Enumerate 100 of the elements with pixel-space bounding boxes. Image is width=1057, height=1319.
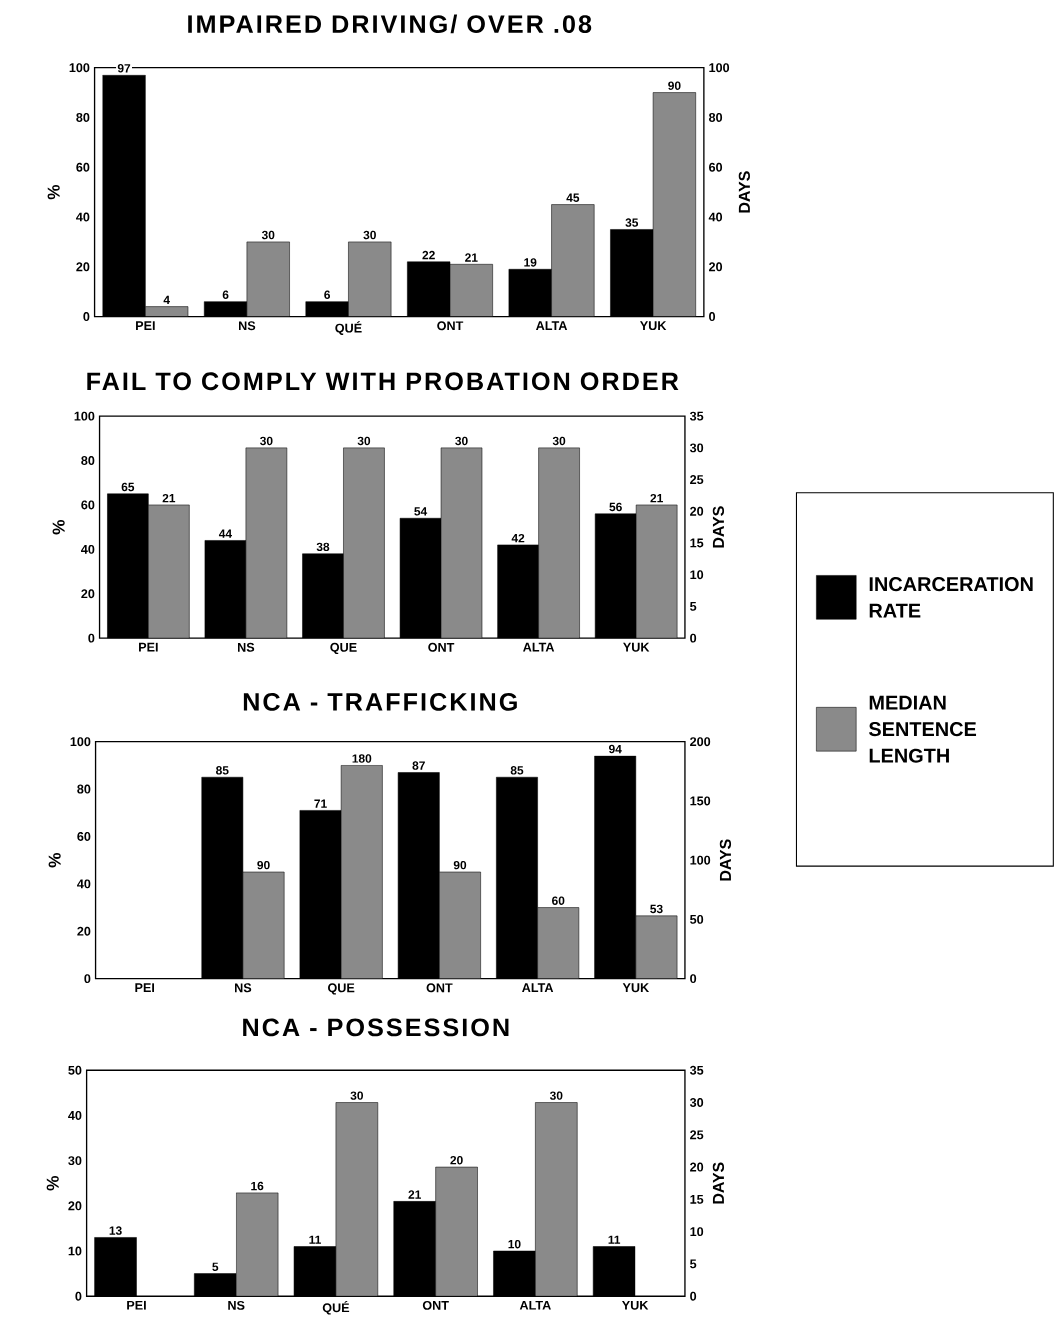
x-tick-label: QUÉ [335, 321, 362, 335]
y-tick-label: 80 [77, 784, 91, 794]
y2-tick-label: 20 [689, 1162, 703, 1172]
y2-tick-label: 0 [690, 974, 696, 984]
y-tick-label: 60 [76, 162, 90, 172]
y2-tick-label: 20 [708, 262, 722, 272]
data-label: 10 [508, 1239, 521, 1249]
data-label: 45 [566, 193, 580, 202]
y-axis-title: % [46, 1176, 59, 1191]
x-tick-label: QUE [330, 642, 357, 655]
data-label: 5 [212, 1262, 219, 1271]
x-tick-label: ALTA [519, 1300, 551, 1310]
data-label: 30 [455, 436, 468, 446]
y-tick-label: 100 [70, 737, 91, 747]
y2-tick-label: 60 [708, 162, 722, 172]
y-tick-label: 0 [75, 1291, 82, 1301]
data-label: 180 [352, 754, 372, 763]
y-tick-label: 20 [81, 589, 95, 599]
y2-tick-label: 150 [690, 796, 711, 806]
data-label: 13 [109, 1226, 122, 1235]
data-label: 56 [609, 502, 622, 512]
x-tick-label: ONT [428, 642, 455, 652]
y-tick-label: 20 [68, 1201, 82, 1211]
x-tick-label: PEI [138, 642, 158, 652]
data-label: 30 [259, 436, 273, 446]
data-label: 6 [324, 290, 330, 299]
legend-label: MEDIAN SENTENCE LENGTH [868, 695, 976, 763]
y2-tick-label: 15 [690, 1194, 704, 1204]
y2-tick-label: 15 [690, 538, 704, 548]
data-label: 65 [121, 482, 135, 492]
chart-title: FAIL TO COMPLY WITH PROBATION ORDER [87, 372, 679, 391]
y2-tick-label: 100 [709, 63, 729, 73]
y-tick-label: 50 [68, 1065, 82, 1075]
data-label: 22 [422, 250, 435, 260]
y-tick-label: 40 [76, 879, 91, 889]
y2-tick-label: 25 [689, 1130, 704, 1140]
data-label: 30 [552, 436, 566, 446]
x-tick-label: ONT [422, 1300, 449, 1310]
y-tick-label: 60 [77, 832, 91, 841]
x-tick-label: NS [238, 321, 256, 331]
y-tick-label: 0 [88, 633, 95, 643]
data-label: 85 [215, 766, 229, 775]
data-label: 20 [450, 1155, 463, 1165]
x-tick-label: YUK [639, 321, 667, 331]
x-tick-label: PEI [135, 321, 155, 330]
y2-tick-label: 200 [689, 737, 711, 747]
y2-tick-label: 50 [689, 914, 704, 924]
y2-tick-label: 5 [689, 1259, 697, 1269]
y2-tick-label: 80 [708, 113, 722, 122]
data-label: 19 [524, 258, 537, 267]
data-label: 53 [650, 904, 663, 914]
y2-tick-label: 35 [689, 411, 704, 421]
data-label: 35 [625, 218, 638, 227]
y-tick-label: 30 [68, 1156, 82, 1166]
data-label: 38 [316, 542, 330, 552]
data-label: 16 [251, 1181, 264, 1191]
x-tick-label: ALTA [522, 642, 555, 652]
data-label: 21 [162, 493, 175, 503]
y-tick-label: 40 [67, 1110, 82, 1120]
x-tick-label: QUÉ [322, 1300, 349, 1315]
data-label: 21 [650, 493, 663, 503]
data-label: 4 [163, 295, 170, 304]
data-label: 85 [510, 766, 524, 775]
y2-axis-title: DAYS [719, 839, 731, 881]
x-tick-label: ONT [426, 983, 453, 993]
y2-tick-label: 10 [690, 570, 703, 580]
data-label: 30 [350, 1091, 363, 1100]
data-label: 54 [414, 507, 427, 516]
y-axis-title: % [52, 519, 65, 535]
y2-axis-title: DAYS [738, 171, 750, 213]
x-tick-label: NS [228, 1300, 245, 1310]
bar [348, 241, 391, 317]
y2-tick-label: 40 [708, 212, 722, 222]
x-tick-label: YUK [622, 983, 649, 993]
data-label: 90 [668, 81, 681, 90]
data-label: 21 [408, 1190, 421, 1199]
data-label: 11 [309, 1235, 321, 1244]
data-label: 30 [261, 230, 275, 240]
y-tick-label: 40 [80, 544, 95, 554]
y-tick-label: 80 [81, 456, 95, 465]
chart-title: NCA - POSSESSION [243, 1018, 509, 1037]
data-label: 44 [218, 529, 232, 538]
y-tick-label: 20 [77, 926, 91, 936]
y2-tick-label: 30 [689, 443, 703, 453]
bar [246, 241, 290, 317]
y2-tick-label: 10 [690, 1227, 703, 1237]
y2-tick-label: 35 [689, 1065, 704, 1075]
y-tick-label: 10 [68, 1246, 82, 1256]
x-tick-label: ALTA [535, 321, 567, 330]
y2-axis-title: DAYS [712, 506, 724, 548]
y-axis-title: % [47, 184, 60, 200]
x-tick-label: QUE [327, 983, 355, 995]
x-tick-label: ALTA [521, 983, 554, 992]
data-label: 71 [314, 799, 327, 808]
bar [94, 1237, 137, 1297]
y-tick-label: 100 [74, 411, 95, 421]
y2-tick-label: 0 [690, 1291, 696, 1301]
x-tick-label: PEI [127, 1300, 146, 1310]
data-label: 6 [222, 290, 229, 299]
x-tick-label: YUK [622, 642, 650, 652]
